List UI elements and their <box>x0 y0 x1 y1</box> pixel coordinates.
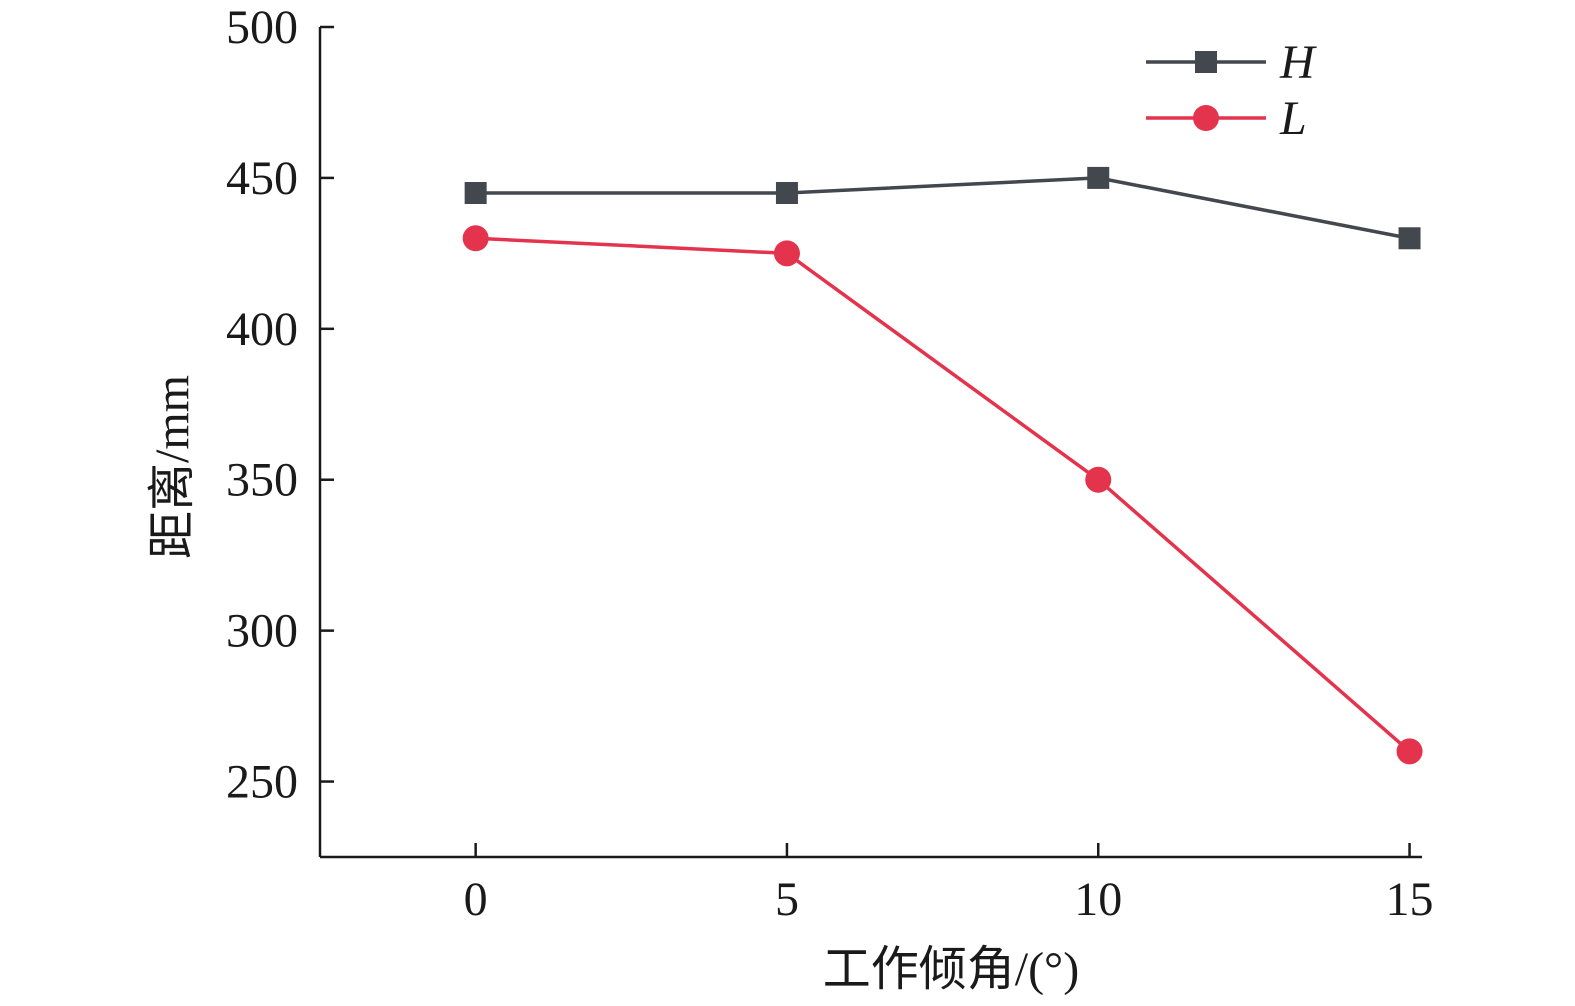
legend-marker-H <box>1195 51 1217 73</box>
x-tick-label: 15 <box>1386 873 1434 926</box>
series-line-H <box>475 176 1410 240</box>
y-axis-title: 距离/mm <box>146 375 199 559</box>
data-point-L <box>462 225 489 252</box>
legend-label-H: H <box>1279 36 1317 89</box>
x-tick-label: 10 <box>1074 873 1122 926</box>
y-tick-label: 500 <box>226 1 298 54</box>
y-tick-label: 350 <box>226 454 298 507</box>
y-tick-label: 250 <box>226 756 298 809</box>
data-point-H <box>1398 227 1421 250</box>
x-axis-title: 工作倾角/(°) <box>823 943 1080 996</box>
y-tick-label: 400 <box>226 303 298 356</box>
x-tick-label: 5 <box>775 873 799 926</box>
data-point-H <box>464 182 487 204</box>
y-tick-label: 450 <box>226 152 298 205</box>
series-H <box>464 166 1421 250</box>
x-tick-label: 0 <box>464 873 488 926</box>
y-tick-label: 300 <box>226 605 298 658</box>
data-point-L <box>773 240 800 267</box>
data-point-H <box>775 182 798 204</box>
data-point-L <box>1085 466 1112 493</box>
legend: HL <box>1146 36 1317 145</box>
legend-label-L: L <box>1279 92 1307 145</box>
data-point-L <box>1396 738 1423 765</box>
legend-marker-L <box>1193 105 1219 131</box>
series-L <box>462 225 1423 765</box>
series-layer <box>462 166 1423 765</box>
data-point-H <box>1087 166 1110 189</box>
series-line-L <box>475 236 1411 753</box>
axes: 250 300 350 400 450 500 0 5 10 15 <box>226 1 1434 926</box>
